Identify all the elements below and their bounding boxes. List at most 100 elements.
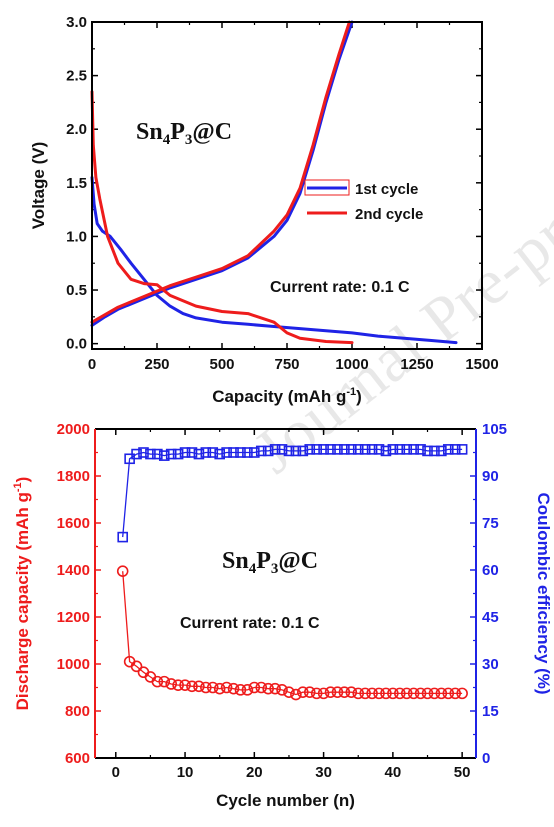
formula-part: P <box>170 119 185 145</box>
x-tick-label: 1250 <box>400 356 433 373</box>
capacity-point <box>359 687 371 700</box>
capacity-point <box>206 681 219 694</box>
capacity-point <box>269 682 281 695</box>
capacity-point <box>165 678 177 690</box>
y-tick-label: 0.5 <box>66 282 87 299</box>
capacity-point <box>297 686 309 699</box>
efficiency-point <box>436 445 447 457</box>
capacity-point <box>352 687 365 700</box>
x-tick-label: 0 <box>88 356 96 373</box>
y-axis-title: Voltage (V) <box>29 142 48 230</box>
efficiency-point <box>145 448 156 460</box>
efficiency-point <box>117 531 129 543</box>
formula-part: P <box>256 548 271 574</box>
capacity-line <box>122 571 463 696</box>
x-tick-label: 0 <box>112 764 120 781</box>
capacity-point <box>130 660 143 673</box>
plot-frame <box>91 21 483 350</box>
efficiency-point <box>346 444 357 455</box>
efficiency-point <box>297 445 309 457</box>
left-y-tick-label: 800 <box>65 703 90 720</box>
x-tick-label: 40 <box>385 764 402 781</box>
efficiency-point <box>262 445 274 457</box>
efficiency-point <box>138 447 149 458</box>
capacity-point <box>283 686 295 699</box>
x-axis-title: Capacity (mAh g-1) <box>212 386 362 406</box>
efficiency-point <box>408 444 419 455</box>
efficiency-point <box>415 444 426 455</box>
formula-part: @C <box>192 119 232 145</box>
capacity-point <box>442 687 455 700</box>
y-tick-label: 2.0 <box>66 121 87 138</box>
efficiency-point <box>255 445 267 457</box>
y-tick-label: 1.5 <box>66 175 87 192</box>
capacity-point <box>172 679 184 691</box>
capacity-point <box>380 687 392 700</box>
capacity-point <box>345 686 358 699</box>
efficiency-point <box>200 447 212 458</box>
right-y-axis-title: Coulombic efficiency (%) <box>534 492 553 694</box>
formula-subscript: 4 <box>249 561 257 577</box>
left-y-axis-title-superscript: -1 <box>12 482 24 492</box>
legend-label-first-cycle: 1st cycle <box>355 181 418 198</box>
efficiency-point <box>214 448 225 460</box>
capacity-point <box>393 687 406 700</box>
x-axis-title-superscript: -1 <box>346 386 356 398</box>
capacity-point <box>151 675 164 688</box>
efficiency-point <box>221 447 232 458</box>
efficiency-point <box>290 445 302 457</box>
efficiency-point <box>373 444 385 455</box>
x-tick-label: 1000 <box>335 356 368 373</box>
right-y-tick-label: 15 <box>482 703 499 720</box>
capacity-point <box>414 687 427 700</box>
right-y-tick-label: 60 <box>482 562 499 579</box>
y-tick-label: 1.0 <box>66 228 87 245</box>
series-second-cycle-charge <box>90 20 351 324</box>
x-tick-label: 10 <box>177 764 194 781</box>
efficiency-point <box>394 444 406 455</box>
efficiency-point <box>366 444 378 455</box>
efficiency-point <box>387 444 399 455</box>
series-second-cycle-discharge <box>90 90 354 345</box>
legend-label-second-cycle: 2nd cycle <box>355 206 423 223</box>
efficiency-point <box>456 444 468 455</box>
series-first-cycle-discharge <box>90 176 458 345</box>
right-y-tick-label: 75 <box>482 515 499 532</box>
efficiency-point <box>131 448 142 460</box>
x-axis-title: Cycle number (n) <box>216 791 355 810</box>
efficiency-point <box>235 447 246 458</box>
efficiency-point <box>449 444 461 455</box>
capacity-point <box>234 684 247 696</box>
y-tick-label: 2.5 <box>66 68 87 85</box>
capacity-point <box>262 682 274 695</box>
efficiency-point <box>325 444 336 455</box>
left-y-tick-label: 1400 <box>57 562 90 579</box>
y-tick-label: 3.0 <box>66 14 87 31</box>
capacity-point <box>227 682 240 695</box>
left-y-tick-label: 1600 <box>57 515 90 532</box>
left-y-tick-label: 1200 <box>57 609 90 626</box>
x-tick-label: 500 <box>209 356 234 373</box>
formula-subscript: 4 <box>163 132 171 148</box>
capacity-point <box>276 684 288 696</box>
right-y-tick-label: 45 <box>482 609 499 626</box>
efficiency-point <box>152 448 163 460</box>
x-tick-label: 50 <box>454 764 471 781</box>
capacity-point <box>241 684 254 696</box>
efficiency-point <box>165 448 177 460</box>
efficiency-point <box>172 448 184 460</box>
right-y-tick-label: 0 <box>482 750 490 767</box>
formula-part: @C <box>278 548 318 574</box>
capacity-point <box>324 686 337 699</box>
left-y-axis-title: Discharge capacity (mAh g-1) <box>12 477 32 711</box>
efficiency-point <box>283 445 295 457</box>
efficiency-point <box>442 444 454 455</box>
legend-swatch-box <box>304 179 350 196</box>
capacity-point <box>449 687 462 700</box>
efficiency-line <box>122 448 463 538</box>
capacity-point <box>373 687 385 700</box>
capacity-point <box>421 687 434 700</box>
efficiency-point <box>242 447 253 458</box>
efficiency-point <box>179 447 191 458</box>
